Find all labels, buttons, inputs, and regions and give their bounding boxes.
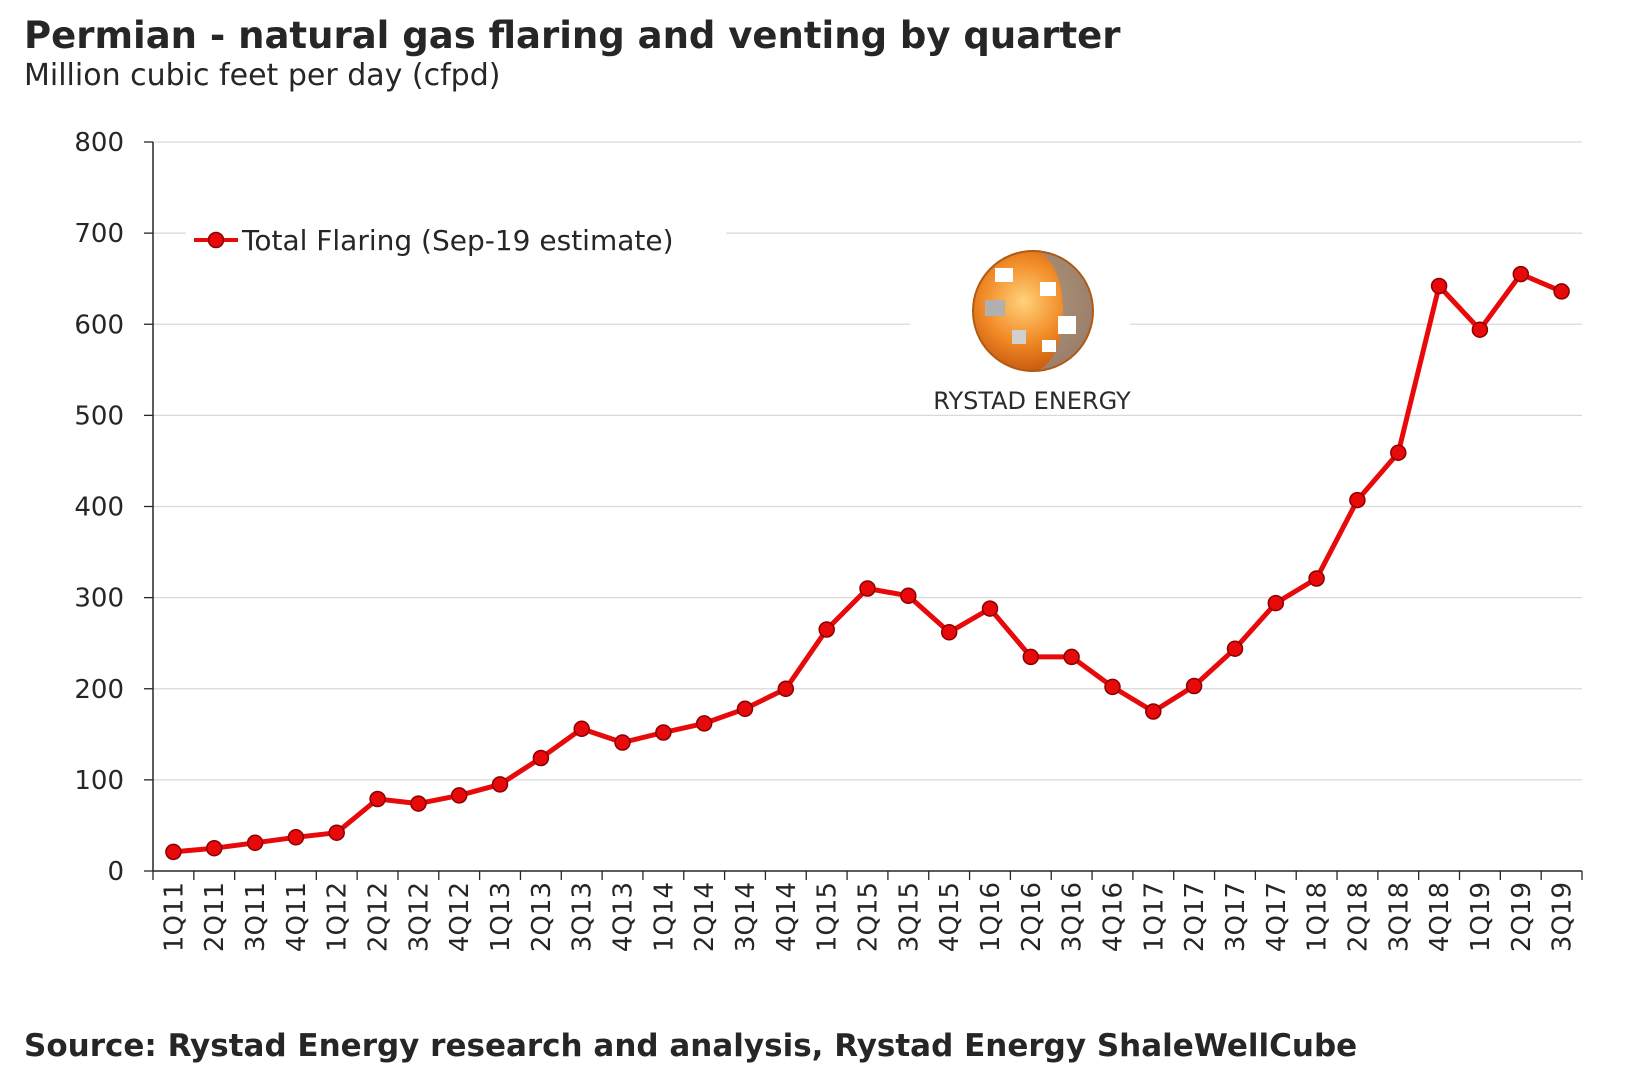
x-tick-label: 4Q13 (609, 882, 639, 952)
x-tick-label: 1Q13 (486, 882, 516, 952)
x-tick-label: 2Q19 (1507, 882, 1537, 952)
x-tick-label: 3Q14 (731, 882, 761, 952)
data-point (1512, 265, 1530, 283)
y-tick-label: 300 (74, 584, 124, 614)
data-point (1430, 277, 1448, 295)
x-tick-label: 3Q13 (568, 882, 598, 952)
x-tick-label: 1Q19 (1466, 882, 1496, 952)
data-point (1390, 444, 1407, 461)
data-point-markers (165, 265, 1570, 861)
y-tick-label: 200 (74, 675, 124, 705)
axes (144, 141, 1583, 880)
data-point (900, 587, 917, 605)
data-point (1063, 648, 1080, 666)
data-point (1226, 640, 1244, 657)
data-point (532, 749, 550, 767)
y-tick-label: 500 (74, 401, 124, 431)
data-point (614, 734, 631, 751)
chart-subtitle: Million cubic feet per day (cfpd) (24, 58, 501, 93)
series-total-flaring (173, 271, 1563, 855)
data-point (736, 700, 754, 718)
data-point (287, 829, 305, 846)
data-point (777, 680, 795, 698)
x-tick-label: 2Q18 (1343, 882, 1373, 952)
data-point (246, 834, 264, 852)
data-point (1185, 677, 1203, 695)
data-point (369, 790, 386, 808)
x-tick-label: 1Q17 (1139, 882, 1169, 952)
data-point (165, 843, 182, 861)
logo-wordmark: RYSTAD ENERGY (933, 387, 1131, 415)
data-point (1349, 491, 1366, 509)
x-tick-label: 2Q12 (364, 882, 394, 952)
series-line (173, 271, 1563, 855)
data-point (410, 795, 427, 812)
x-tick-label: 3Q19 (1548, 882, 1578, 952)
data-point (1104, 678, 1121, 696)
x-tick-label: 4Q11 (282, 882, 312, 952)
x-tick-label: 1Q11 (159, 882, 189, 952)
x-tick-label: 3Q12 (404, 882, 434, 952)
data-point (1308, 570, 1325, 587)
data-point (1553, 283, 1570, 300)
data-point (205, 839, 223, 857)
rystad-energy-logo: RYSTAD ENERGY (910, 240, 1131, 415)
rystad-globe-icon (972, 250, 1094, 372)
x-tick-label: 3Q11 (241, 882, 271, 952)
x-tick-label: 2Q13 (527, 882, 557, 952)
data-point (655, 724, 672, 741)
x-tick-label: 1Q12 (323, 882, 353, 952)
data-point (450, 787, 468, 804)
x-tick-label: 2Q14 (690, 882, 720, 952)
source-note: Source: Rystad Energy research and analy… (24, 1028, 1358, 1064)
data-point (1267, 594, 1285, 612)
data-point (940, 624, 958, 641)
x-tick-label: 1Q14 (649, 882, 679, 952)
data-point (573, 720, 590, 738)
y-tick-label: 600 (74, 310, 124, 340)
data-point (328, 824, 345, 841)
chart-title: Permian - natural gas flaring and ventin… (24, 14, 1121, 57)
x-tick-label: 3Q16 (1058, 882, 1088, 952)
data-point (695, 715, 713, 732)
data-point (859, 580, 876, 597)
x-tick-label: 4Q17 (1262, 882, 1292, 952)
x-tick-label: 4Q18 (1425, 882, 1455, 952)
x-tick-label: 2Q15 (854, 882, 884, 952)
x-tick-label: 4Q12 (445, 882, 475, 952)
x-tick-label: 3Q18 (1384, 882, 1414, 952)
x-tick-label: 3Q17 (1221, 882, 1251, 952)
gridlines (153, 141, 1582, 781)
x-tick-label: 2Q11 (200, 882, 230, 952)
legend-background (186, 213, 726, 263)
data-point (1022, 648, 1040, 666)
data-point (818, 621, 835, 638)
data-point (1471, 321, 1489, 338)
data-point (1145, 703, 1162, 720)
y-tick-label: 400 (74, 493, 124, 523)
x-tick-label: 4Q16 (1098, 882, 1128, 952)
x-tick-label: 1Q15 (813, 882, 843, 952)
x-tick-label: 2Q16 (1017, 882, 1047, 952)
x-tick-label: 1Q16 (976, 882, 1006, 952)
data-point (491, 776, 509, 793)
x-tick-label: 4Q14 (772, 882, 802, 952)
x-tick-label: 2Q17 (1180, 882, 1210, 952)
x-axis-tick-labels: 1Q11 2Q11 3Q11 4Q11 1Q12 2Q12 3Q12 4Q12 1Q13 2Q13… (159, 882, 1577, 952)
x-tick-label: 3Q15 (894, 882, 924, 952)
y-tick-label: 100 (74, 766, 124, 796)
y-tick-label: 0 (107, 857, 124, 887)
legend-label: Total Flaring (Sep-19 estimate) (241, 224, 674, 257)
x-tick-label: 4Q15 (935, 882, 965, 952)
x-tick-label: 1Q18 (1303, 882, 1333, 952)
y-tick-label: 800 (74, 128, 124, 158)
y-tick-label: 700 (74, 219, 124, 249)
legend-dot-marker (207, 231, 225, 249)
y-axis-tick-labels: 0 100 200 300 400 500 600 700 800 (74, 128, 124, 887)
legend: Total Flaring (Sep-19 estimate) (186, 213, 726, 263)
data-point (981, 600, 999, 617)
